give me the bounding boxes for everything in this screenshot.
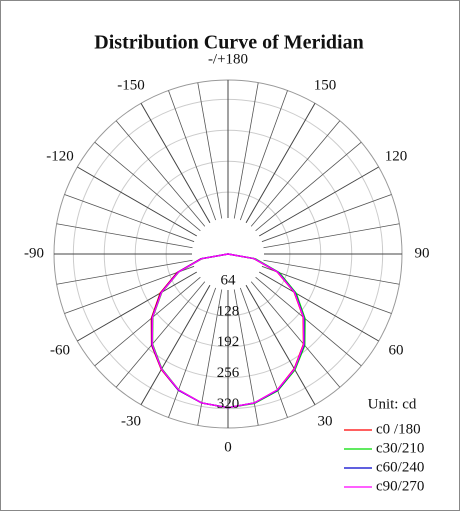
angle-tick xyxy=(77,166,198,237)
angle-label: -120 xyxy=(46,148,74,164)
angle-label: 30 xyxy=(318,413,333,429)
r-tick-label: 256 xyxy=(217,365,240,381)
angle-label: -90 xyxy=(24,245,44,261)
spoke xyxy=(94,141,201,232)
angle-tick xyxy=(258,166,379,237)
spoke xyxy=(56,259,193,285)
spoke xyxy=(263,259,400,285)
spoke xyxy=(115,281,206,388)
chart-title: Distribution Curve of Meridian xyxy=(94,32,363,54)
angle-label: 0 xyxy=(224,439,232,455)
angle-tick xyxy=(140,103,211,224)
spoke xyxy=(64,265,195,314)
r-tick-label: 128 xyxy=(217,303,240,319)
spoke xyxy=(239,90,288,221)
spoke xyxy=(261,265,392,314)
spoke xyxy=(233,82,259,219)
legend-label: c60/240 xyxy=(376,459,424,475)
spoke xyxy=(168,287,217,418)
spoke xyxy=(239,287,288,418)
spoke xyxy=(255,141,362,232)
spoke xyxy=(197,82,223,219)
unit-label: Unit: cd xyxy=(368,396,417,412)
angle-tick xyxy=(140,284,211,405)
spoke xyxy=(115,120,206,227)
angle-label: -30 xyxy=(121,413,141,429)
angle-label: 120 xyxy=(385,148,408,164)
angle-label: 60 xyxy=(389,342,404,358)
spoke xyxy=(168,90,217,221)
spoke xyxy=(255,276,362,367)
angle-label: -/+180 xyxy=(208,51,248,67)
legend-label: c90/270 xyxy=(376,478,424,494)
r-tick-label: 320 xyxy=(217,396,240,412)
spoke xyxy=(263,223,400,249)
spoke xyxy=(94,276,201,367)
angle-label: 150 xyxy=(314,77,337,93)
angle-label: 90 xyxy=(415,245,430,261)
legend-label: c0 /180 xyxy=(376,421,421,437)
spoke xyxy=(250,281,341,388)
angle-tick xyxy=(245,284,316,405)
r-tick-label: 64 xyxy=(221,272,237,288)
angle-label: -60 xyxy=(50,342,70,358)
angle-label: -150 xyxy=(117,77,145,93)
spoke xyxy=(261,194,392,243)
spoke xyxy=(64,194,195,243)
curve xyxy=(151,253,305,409)
angle-tick xyxy=(245,103,316,224)
r-tick-label: 192 xyxy=(217,334,240,350)
angle-tick xyxy=(77,271,198,342)
spoke xyxy=(250,120,341,227)
legend-label: c30/210 xyxy=(376,440,424,456)
spoke xyxy=(56,223,193,249)
angle-tick xyxy=(258,271,379,342)
